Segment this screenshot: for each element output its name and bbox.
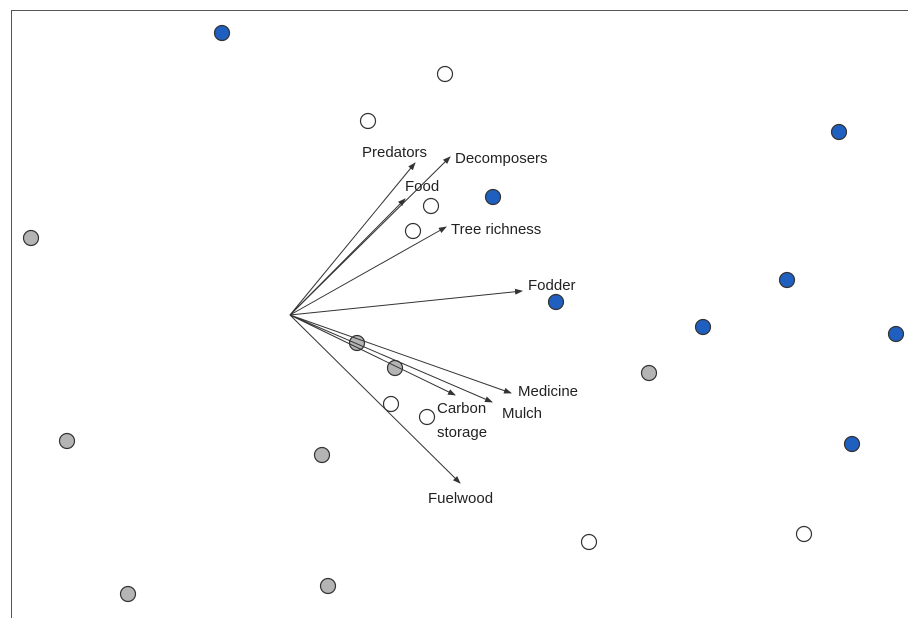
point-blue-4 [547, 293, 565, 311]
point-white-13 [418, 408, 436, 426]
point-gray-21 [313, 446, 331, 464]
point-gray-16 [22, 229, 40, 247]
label-carbon: Carbon [437, 400, 486, 417]
vector-tree-richness [289, 226, 447, 316]
point-blue-7 [843, 435, 861, 453]
point-blue-1 [830, 123, 848, 141]
variable-vectors [289, 156, 523, 484]
label-mulch: Mulch [502, 405, 542, 422]
label-storage: storage [437, 424, 487, 441]
point-white-9 [359, 112, 377, 130]
point-white-8 [436, 65, 454, 83]
vector-food [289, 198, 406, 316]
vector-predators [289, 162, 416, 316]
label-predators: Predators [362, 144, 427, 161]
vector-carbon-storage [289, 314, 456, 396]
point-white-14 [580, 533, 598, 551]
vector-labels: Predators Decomposers Food Tree richness Fod… [362, 144, 578, 507]
point-blue-3 [778, 271, 796, 289]
label-fuelwood: Fuelwood [428, 490, 493, 507]
point-white-12 [382, 395, 400, 413]
point-blue-0 [213, 24, 231, 42]
label-decomposers: Decomposers [455, 150, 548, 167]
point-gray-19 [640, 364, 658, 382]
label-food: Food [405, 178, 439, 195]
point-white-10 [422, 197, 440, 215]
point-blue-6 [887, 325, 905, 343]
vector-fodder [289, 288, 523, 316]
sample-points [22, 24, 905, 603]
label-fodder: Fodder [528, 277, 576, 294]
label-tree-richness: Tree richness [451, 221, 541, 238]
point-gray-22 [119, 585, 137, 603]
point-blue-2 [484, 188, 502, 206]
vector-medicine [289, 314, 512, 394]
vector-fuelwood [289, 314, 461, 484]
label-medicine: Medicine [518, 383, 578, 400]
vector-mulch [289, 314, 493, 403]
point-white-11 [404, 222, 422, 240]
point-blue-5 [694, 318, 712, 336]
point-gray-23 [319, 577, 337, 595]
point-gray-20 [58, 432, 76, 450]
point-gray-17 [348, 334, 366, 352]
point-white-15 [795, 525, 813, 543]
